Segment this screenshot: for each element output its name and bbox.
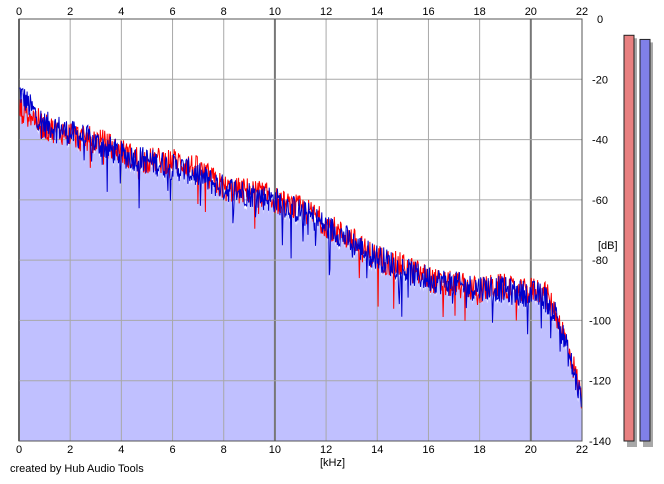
x-tick-label-bottom: 10	[269, 444, 281, 456]
y-tick-label: -40	[592, 135, 608, 147]
x-tick-label-bottom: 12	[320, 444, 332, 456]
y-tick-label: -60	[592, 195, 608, 207]
x-tick-label-top: 16	[422, 6, 434, 18]
x-tick-label-top: 2	[67, 6, 73, 18]
x-tick-label-bottom: 16	[422, 444, 434, 456]
x-tick-label-top: 8	[221, 6, 227, 18]
plot-frame	[18, 18, 583, 442]
x-tick-label-top: 18	[474, 6, 486, 18]
x-tick-label-top: 12	[320, 6, 332, 18]
y-tick-label: -100	[589, 315, 611, 327]
y-tick-label: -140	[589, 436, 611, 448]
x-tick-label-bottom: 20	[525, 444, 537, 456]
x-tick-label-top: 10	[269, 6, 281, 18]
x-tick-label-top: 6	[169, 6, 175, 18]
level-meter-bar	[623, 34, 635, 442]
x-axis-title: [kHz]	[320, 457, 346, 469]
level-meter-bar	[639, 38, 651, 442]
x-tick-label-bottom: 6	[169, 444, 175, 456]
x-tick-label-top: 4	[118, 6, 124, 18]
x-tick-label-top: 14	[371, 6, 383, 18]
x-tick-label-bottom: 4	[118, 444, 124, 456]
x-tick-label-top: 22	[576, 6, 588, 18]
x-tick-label-bottom: 14	[371, 444, 383, 456]
y-tick-label: -80	[592, 255, 608, 267]
x-tick-label-bottom: 8	[221, 444, 227, 456]
x-tick-label-bottom: 18	[474, 444, 486, 456]
series-line-blue	[18, 86, 583, 407]
y-axis-title: [dB]	[598, 240, 618, 252]
spectrum-fill-area	[19, 91, 582, 441]
footer-credit: created by Hub Audio Tools	[10, 463, 144, 475]
y-tick-label: -20	[592, 74, 608, 86]
y-tick-label: 0	[597, 14, 603, 26]
y-tick-label: -120	[589, 376, 611, 388]
x-tick-label-top: 0	[16, 6, 22, 18]
x-tick-label-top: 20	[525, 6, 537, 18]
x-tick-label-bottom: 22	[576, 444, 588, 456]
x-tick-label-bottom: 0	[16, 444, 22, 456]
x-tick-label-bottom: 2	[67, 444, 73, 456]
